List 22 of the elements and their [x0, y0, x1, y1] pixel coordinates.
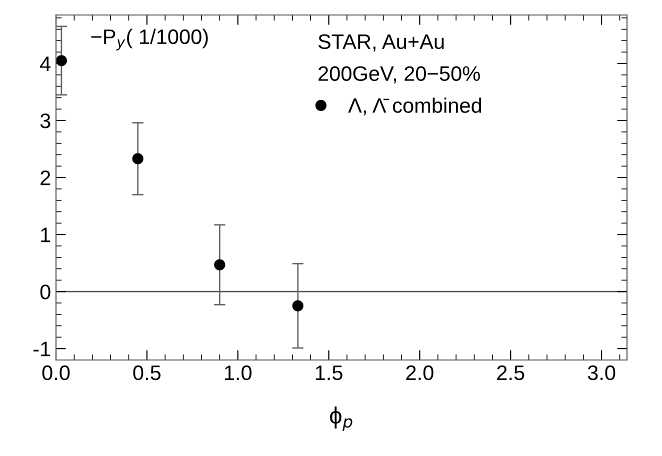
point — [56, 55, 68, 66]
x-tick-label: 1.5 — [316, 366, 342, 380]
y-tick-label: 2 — [40, 170, 50, 186]
y-tick-label: -1 — [34, 342, 50, 356]
point — [132, 153, 144, 164]
y-tick-label: 0 — [40, 284, 50, 300]
x-tick-label: 2.5 — [497, 365, 524, 380]
x-axis-title: ϕ$_{p}$ — [330, 406, 352, 431]
annotation: 200GeV, 20−50% — [318, 66, 480, 84]
x-tick-label: 1.0 — [224, 365, 252, 380]
y-tick-label: 3 — [40, 113, 50, 128]
point — [292, 300, 304, 312]
y-tick-label: 4 — [40, 56, 51, 72]
x-tick-label: 3.0 — [588, 365, 616, 380]
annotation: STAR, Au+Au — [318, 34, 444, 52]
x-tick-label: 2.0 — [406, 365, 434, 380]
x-tick-label: 0.0 — [42, 365, 70, 380]
y-tick-label: 1 — [41, 228, 50, 242]
legend-label: Λ, Λ̄ combined — [348, 98, 482, 116]
x-tick-label: 0.5 — [133, 365, 161, 380]
point — [214, 259, 226, 270]
annotation: −P$_{y}$( 1/1000) — [91, 28, 208, 50]
